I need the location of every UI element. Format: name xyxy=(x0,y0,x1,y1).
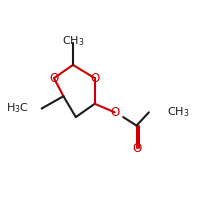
Text: O: O xyxy=(132,142,141,155)
Text: O: O xyxy=(90,72,99,85)
Text: O: O xyxy=(49,72,59,85)
Text: CH$_3$: CH$_3$ xyxy=(62,35,84,48)
Text: CH$_3$: CH$_3$ xyxy=(167,105,189,119)
Text: H$_3$C: H$_3$C xyxy=(6,102,29,115)
Text: O: O xyxy=(110,106,119,119)
